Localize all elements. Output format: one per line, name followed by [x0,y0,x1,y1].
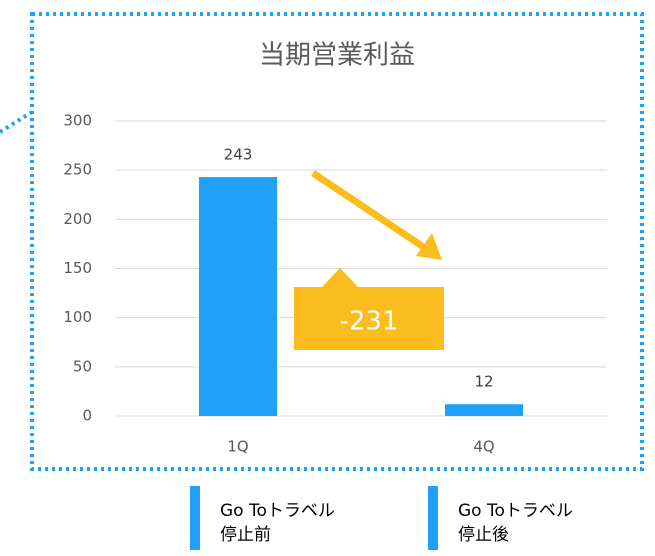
y-tick-label: 50 [73,357,92,375]
arrow-shaft [311,170,430,253]
frame [30,12,644,471]
y-tick-label: 0 [82,407,92,425]
legend-swatch [428,486,438,550]
plot: 0 50 100 150 200 250 300 1Q 243 4Q 12 [63,112,607,456]
callout [294,268,444,350]
y-tick-label: 100 [63,308,92,326]
y-tick-label: 300 [63,112,92,130]
legend-label: 停止後 [458,525,509,545]
legend-swatch [190,486,200,550]
chart-title: 当期営業利益 [259,41,415,71]
y-tick-label: 150 [63,259,92,277]
x-tick-label: 4Q [473,438,494,456]
data-label: 12 [474,373,493,391]
annotation: -231 [339,307,398,337]
connector-line [0,110,34,134]
legend-label: Go Toトラベル [220,501,335,521]
bar [199,177,277,416]
y-tick-label: 250 [63,161,92,179]
x-tick-label: 1Q [227,438,248,456]
data-label: 243 [224,146,253,164]
legend-label: Go Toトラベル [458,501,573,521]
arrow-head [416,233,442,260]
y-tick-label: 200 [63,210,92,228]
legend-label: 停止前 [220,525,271,545]
bar [445,404,523,416]
